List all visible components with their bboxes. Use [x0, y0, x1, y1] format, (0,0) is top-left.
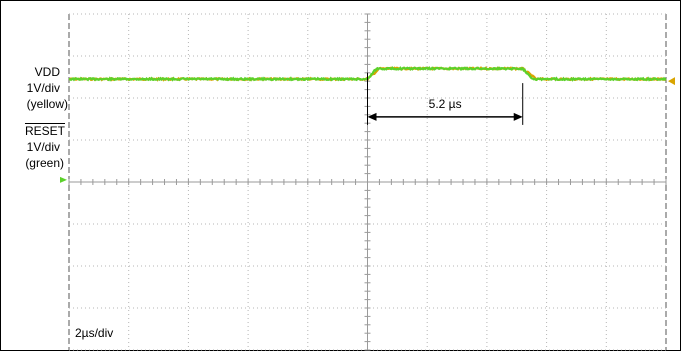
annotation-arrowhead-left	[367, 112, 377, 121]
ch2-color-label: (green)	[25, 156, 64, 170]
annotation-label: 5.2 µs	[429, 97, 462, 111]
timebase-label: 2µs/div	[75, 326, 114, 340]
ground-marker	[60, 176, 67, 183]
ch2-name: RESET	[24, 124, 65, 138]
ch2-scale: 1V/div	[26, 140, 60, 154]
annotation-arrowhead-right	[513, 112, 523, 121]
ch1-name: VDD	[34, 65, 60, 79]
ch1-scale: 1V/div	[26, 81, 60, 95]
trigger-level-marker	[668, 77, 675, 86]
ch1-color-label: (yellow)	[26, 97, 68, 111]
